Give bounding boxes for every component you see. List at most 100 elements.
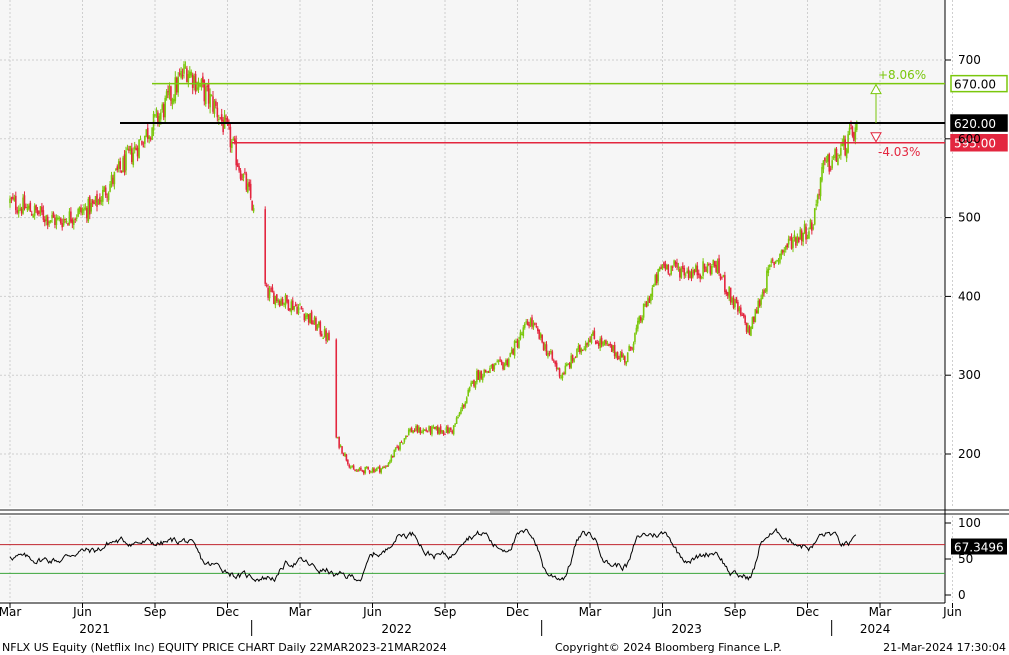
- candle-body: [561, 373, 564, 379]
- candle-body: [149, 138, 152, 140]
- candle-body: [78, 206, 81, 212]
- candle-body: [480, 370, 483, 379]
- candle-body: [305, 315, 307, 320]
- candle-body: [278, 301, 281, 307]
- candle-body: [725, 290, 728, 295]
- candle-body: [99, 197, 101, 204]
- candle-body: [55, 217, 58, 226]
- candle-body: [690, 272, 693, 279]
- candle-body: [322, 337, 324, 339]
- level-label: 595.00: [954, 137, 996, 151]
- x-tick-label: Mar: [289, 605, 312, 619]
- candle-body: [828, 153, 831, 172]
- candle-body: [815, 204, 817, 206]
- candle-body: [563, 373, 565, 375]
- candle-body: [120, 170, 123, 173]
- candle-body: [590, 335, 593, 344]
- candle-body: [784, 245, 787, 250]
- candle-body: [88, 196, 91, 215]
- candle-body: [529, 319, 532, 326]
- candle-body: [455, 417, 458, 424]
- candle-body: [703, 263, 706, 269]
- candle-body: [622, 354, 625, 358]
- candle-body: [20, 208, 23, 214]
- candle-body: [468, 386, 471, 392]
- candle-body: [28, 205, 30, 209]
- candle-body: [615, 353, 617, 358]
- candle-body: [132, 152, 135, 166]
- candle-body: [165, 91, 168, 99]
- candle-body: [228, 123, 230, 126]
- candle-body: [267, 287, 269, 298]
- price-panel-background: [0, 0, 945, 508]
- candle-body: [740, 307, 742, 316]
- candle-body: [760, 298, 762, 305]
- candle-body: [735, 297, 738, 303]
- candle-body: [709, 265, 712, 274]
- candle-body: [554, 361, 556, 365]
- price-tick-label: 500: [958, 211, 981, 225]
- candle-body: [851, 126, 854, 136]
- candle-body: [503, 364, 506, 370]
- candle-body: [347, 459, 349, 465]
- candle-body: [706, 264, 709, 273]
- candle-body: [197, 81, 200, 90]
- candle-body: [232, 139, 235, 141]
- candle-body: [644, 304, 646, 306]
- candle-body: [339, 445, 342, 447]
- candle-body: [677, 266, 680, 269]
- candle-body: [500, 360, 503, 363]
- candle-body: [410, 428, 413, 433]
- candle-body: [803, 224, 806, 234]
- candle-body: [94, 196, 97, 203]
- candle-body: [609, 344, 612, 346]
- year-label: 2024: [860, 622, 891, 636]
- candle-body: [651, 287, 654, 297]
- candle-body: [348, 465, 351, 468]
- candle-body: [494, 363, 497, 365]
- candle-body: [312, 323, 314, 325]
- candle-body: [526, 321, 529, 326]
- candle-body: [12, 196, 14, 199]
- candle-body: [376, 467, 378, 471]
- candle-body: [742, 313, 745, 317]
- candle-body: [779, 253, 781, 263]
- candle-body: [528, 324, 530, 327]
- candle-body: [571, 355, 574, 361]
- candle-body: [71, 219, 74, 224]
- candle-body: [13, 197, 16, 201]
- candle-body: [248, 181, 251, 187]
- candle-body: [128, 149, 130, 151]
- x-tick-label: Dec: [796, 605, 819, 619]
- candle-body: [190, 71, 193, 76]
- candle-body: [522, 327, 525, 337]
- x-tick-label: Jun: [362, 605, 382, 619]
- candle-body: [268, 289, 271, 299]
- candle-body: [716, 260, 719, 274]
- candle-body: [345, 454, 348, 461]
- candle-body: [496, 361, 498, 363]
- candle-body: [718, 258, 720, 274]
- candle-body: [378, 466, 381, 473]
- candle-body: [757, 300, 759, 314]
- candle-body: [36, 210, 39, 215]
- candle-body: [371, 468, 374, 472]
- candle-body: [574, 356, 577, 358]
- candle-body: [699, 274, 701, 279]
- candle-body: [680, 268, 683, 278]
- candle-body: [474, 381, 477, 388]
- candle-body: [683, 267, 686, 276]
- candle-body: [370, 471, 372, 473]
- footer-left: NFLX US Equity (Netflix Inc) EQUITY PRIC…: [2, 641, 447, 654]
- candle-body: [592, 332, 594, 336]
- candle-body: [624, 356, 626, 363]
- candle-body: [508, 358, 510, 367]
- candle-body: [403, 438, 406, 442]
- candle-body: [534, 323, 536, 325]
- candle-body: [222, 119, 224, 133]
- candle-body: [831, 160, 833, 169]
- candle-body: [309, 313, 311, 324]
- candle-body: [664, 264, 667, 270]
- candle-body: [471, 380, 474, 384]
- candle-body: [732, 297, 735, 308]
